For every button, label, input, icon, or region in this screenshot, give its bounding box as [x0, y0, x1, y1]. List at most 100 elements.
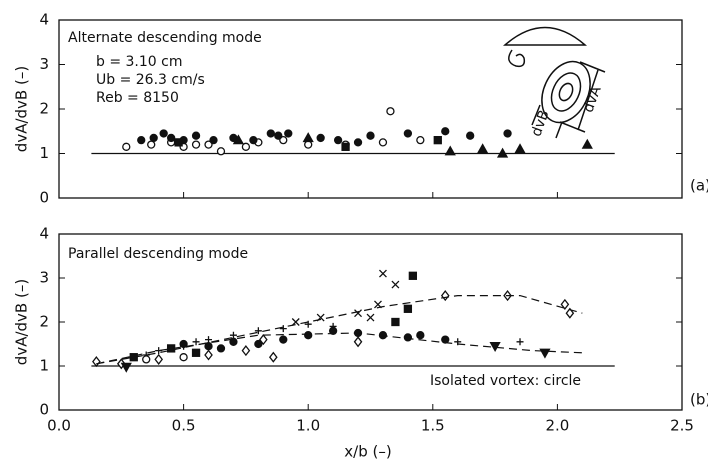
- marker: [179, 339, 188, 349]
- marker: [142, 355, 151, 364]
- marker: [216, 147, 226, 156]
- marker: [274, 131, 283, 140]
- y-axis-label: dvA/dvB (–): [13, 279, 31, 365]
- marker: [284, 129, 293, 138]
- trend-curve: [96, 295, 583, 365]
- marker: [416, 331, 425, 340]
- marker: [403, 129, 413, 138]
- marker: [333, 135, 343, 145]
- marker: [166, 133, 176, 143]
- marker: [316, 133, 325, 143]
- sketch-label: dvB: [528, 108, 552, 139]
- trend-curve: [96, 332, 583, 365]
- marker: [266, 129, 275, 138]
- y-tick-label: 4: [39, 11, 49, 29]
- marker: [229, 337, 238, 346]
- marker: [354, 309, 362, 318]
- sketch-label: dvA: [580, 84, 604, 115]
- x-axis-label: x/b (–): [344, 443, 391, 461]
- marker: [204, 349, 213, 361]
- marker: [279, 325, 287, 333]
- x-tick-label: 1.5: [421, 417, 445, 435]
- marker: [304, 331, 313, 340]
- x-tick-label: 1.0: [296, 417, 320, 435]
- marker: [516, 338, 524, 346]
- marker: [254, 327, 262, 335]
- marker: [514, 143, 526, 154]
- marker: [241, 345, 251, 357]
- annotation: b = 3.10 cm: [96, 54, 182, 70]
- marker: [216, 344, 226, 353]
- marker: [496, 147, 509, 158]
- annotation: Isolated vortex: circle: [430, 373, 581, 389]
- marker: [391, 317, 400, 327]
- marker: [378, 138, 388, 147]
- marker: [249, 135, 258, 145]
- marker: [353, 138, 363, 147]
- marker: [440, 290, 450, 302]
- annotation: Ub = 26.3 cm/s: [96, 72, 205, 88]
- marker: [204, 140, 213, 149]
- marker: [433, 135, 442, 145]
- marker: [92, 356, 101, 368]
- marker: [279, 135, 288, 145]
- marker: [159, 129, 168, 138]
- marker: [191, 348, 201, 357]
- x-tick-label: 2.5: [670, 417, 694, 435]
- y-axis-label: dvA/dvB (–): [13, 66, 31, 152]
- y-tick-label: 3: [39, 269, 49, 287]
- marker: [581, 138, 593, 149]
- marker: [154, 353, 164, 365]
- marker: [416, 135, 425, 145]
- marker: [366, 131, 375, 140]
- y-tick-label: 4: [39, 225, 49, 243]
- marker: [353, 336, 363, 348]
- marker: [565, 307, 575, 319]
- marker: [179, 353, 188, 362]
- annotation: Reb = 8150: [96, 90, 179, 106]
- marker: [477, 143, 489, 154]
- marker: [386, 107, 395, 116]
- marker: [232, 134, 245, 145]
- y-tick-label: 2: [39, 100, 49, 118]
- panel-label: (a): [690, 177, 708, 195]
- marker: [149, 133, 158, 143]
- marker: [503, 129, 512, 138]
- marker: [341, 142, 350, 151]
- marker: [403, 333, 413, 342]
- marker: [209, 135, 218, 145]
- y-tick-label: 0: [39, 401, 49, 419]
- y-tick-label: 1: [39, 144, 49, 162]
- panel-label: (b): [690, 391, 708, 409]
- marker: [302, 132, 314, 143]
- marker: [403, 304, 413, 313]
- y-tick-label: 0: [39, 189, 49, 207]
- marker: [205, 336, 213, 344]
- marker: [137, 135, 146, 145]
- marker: [489, 342, 501, 353]
- annotation: Parallel descending mode: [68, 246, 248, 262]
- marker: [129, 353, 138, 362]
- marker: [391, 280, 400, 289]
- y-tick-label: 1: [39, 357, 49, 375]
- annotation: Alternate descending mode: [68, 30, 262, 46]
- marker: [268, 351, 278, 363]
- marker: [120, 362, 132, 373]
- marker: [191, 140, 201, 149]
- marker: [122, 142, 131, 151]
- y-tick-label: 2: [39, 313, 49, 331]
- marker: [291, 318, 300, 326]
- marker: [259, 334, 268, 346]
- x-tick-label: 0.5: [172, 417, 196, 435]
- marker: [366, 313, 375, 322]
- marker: [174, 138, 183, 147]
- y-tick-label: 3: [39, 55, 49, 73]
- marker: [408, 271, 418, 280]
- marker: [560, 298, 570, 310]
- x-tick-label: 2.0: [545, 417, 569, 435]
- vortex-sketch: [503, 26, 606, 139]
- marker: [192, 338, 200, 346]
- marker: [328, 326, 338, 335]
- marker: [441, 127, 450, 136]
